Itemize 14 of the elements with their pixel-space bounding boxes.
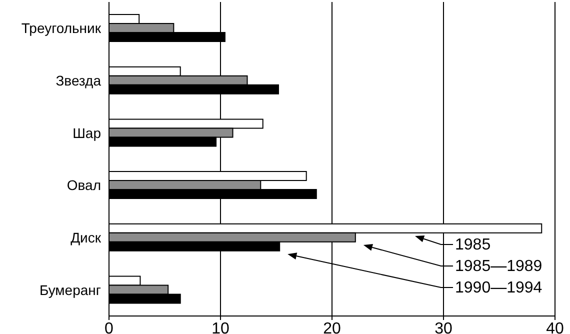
x-tick-label: 10 — [212, 320, 230, 334]
y-tick-label: Диск — [70, 229, 102, 246]
text: 1985—1989 — [455, 258, 542, 275]
x-tick-label: 0 — [104, 320, 114, 334]
x-tick-label: 40 — [546, 320, 564, 334]
legend-label: 1985 — [455, 236, 491, 254]
x-tick-label: 20 — [323, 320, 341, 334]
y-tick-label: Звезда — [56, 72, 102, 88]
y-tick-label: Треугольник — [21, 20, 102, 36]
x-tick-label: 30 — [434, 320, 452, 334]
y-tick-label: Бумеранг — [39, 282, 101, 298]
y-tick-label: Овал — [66, 177, 101, 194]
y-tick-label: Шар — [72, 124, 102, 141]
text: 1990—1994 — [455, 280, 542, 296]
